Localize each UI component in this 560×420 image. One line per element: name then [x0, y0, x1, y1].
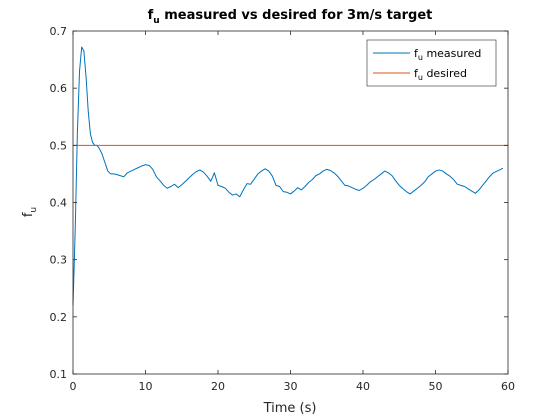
tick-layer: 0 10 20 30 40 50 60 0.1 0.2 0.3 0.4 0.5 0.6 0.7: [50, 25, 516, 393]
x-tick-label: 20: [211, 380, 225, 393]
y-axis-label-sub: u: [29, 207, 39, 213]
series-layer: [72, 46, 508, 306]
series-line-measured: [72, 46, 504, 306]
y-tick-label: 0.4: [50, 197, 68, 210]
x-tick-label: 40: [356, 380, 370, 393]
legend-label-measured: fu measured: [414, 47, 481, 62]
x-tick-label: 30: [284, 380, 298, 393]
legend-label-desired-sub: u: [418, 73, 423, 82]
x-tick-label: 50: [429, 380, 443, 393]
plot-area: [73, 31, 508, 374]
legend: fu measured fu desired: [366, 39, 497, 87]
x-tick-label: 60: [501, 380, 515, 393]
x-tick-label: 0: [70, 380, 77, 393]
legend-label-desired-rest: desired: [423, 67, 467, 80]
legend-label-desired-base: f: [414, 67, 419, 80]
y-tick-label: 0.3: [50, 254, 68, 267]
legend-label-measured-sub: u: [418, 53, 423, 62]
legend-label-measured-rest: measured: [423, 47, 481, 60]
y-tick-label: 0.6: [50, 82, 68, 95]
y-tick-label: 0.7: [50, 25, 68, 38]
chart-title-base: f: [148, 8, 154, 23]
chart-title-sub: u: [153, 16, 159, 26]
chart-title-rest: measured vs desired for 3m/s target: [160, 8, 433, 23]
legend-label-measured-base: f: [414, 47, 419, 60]
x-tick-label: 10: [139, 380, 153, 393]
y-axis-label: fu: [21, 207, 39, 217]
y-axis-label-base: f: [21, 212, 36, 217]
y-tick-label: 0.5: [50, 139, 68, 152]
y-tick-label: 0.2: [50, 311, 68, 324]
legend-box: [366, 39, 497, 87]
x-axis-label: Time (s): [263, 401, 317, 416]
y-tick-label: 0.1: [50, 368, 68, 381]
chart-title: fu measured vs desired for 3m/s target: [148, 8, 433, 26]
legend-label-desired: fu desired: [414, 67, 467, 82]
